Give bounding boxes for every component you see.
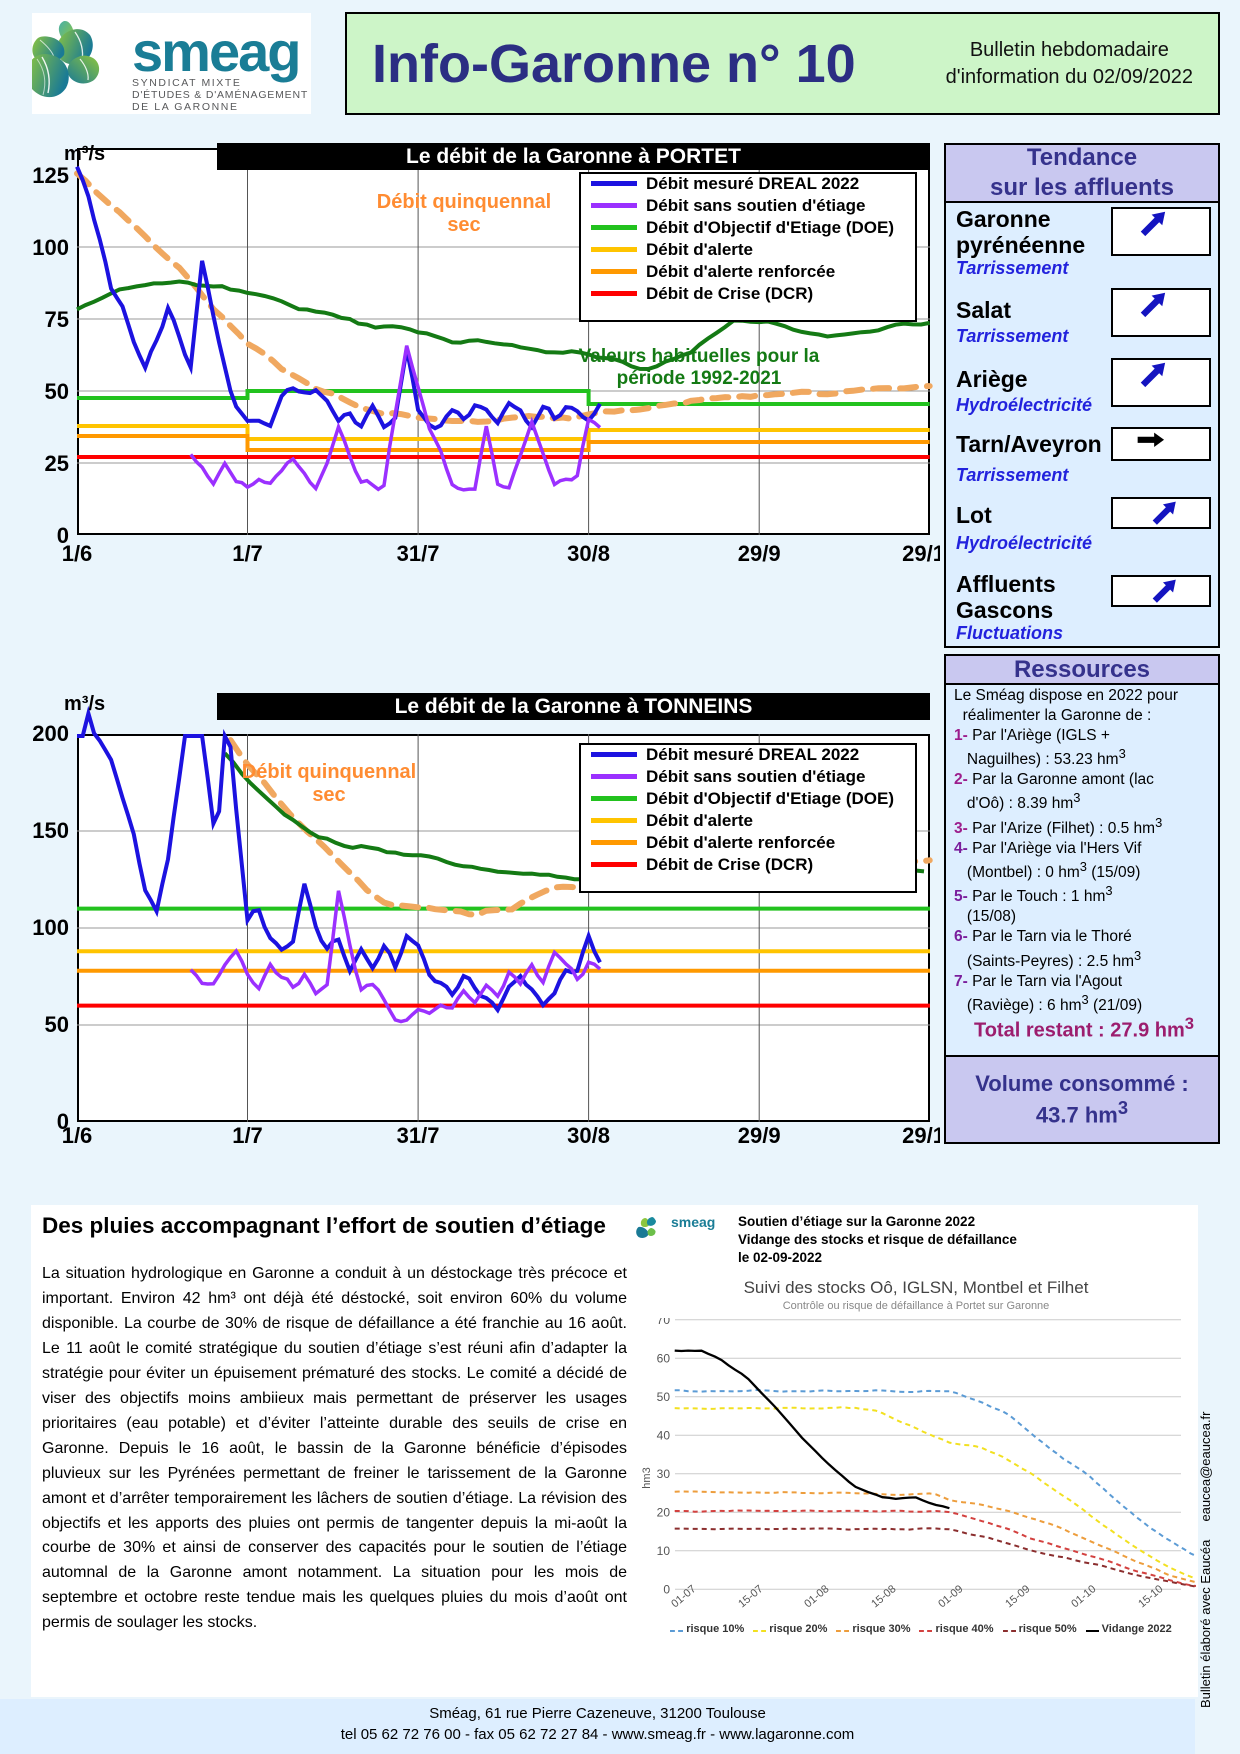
svg-text:50: 50 [45,1012,69,1037]
svg-text:50: 50 [45,379,69,404]
svg-text:100: 100 [32,915,69,940]
svg-text:40: 40 [657,1429,671,1443]
svg-text:01-07: 01-07 [669,1583,698,1610]
svg-text:125: 125 [32,163,69,188]
svg-text:31/7: 31/7 [397,1123,440,1143]
svg-text:20: 20 [657,1506,671,1520]
svg-text:SYNDICAT MIXTE: SYNDICAT MIXTE [132,77,242,89]
svg-text:15-08: 15-08 [869,1583,898,1610]
svg-text:1/7: 1/7 [232,1123,263,1143]
svg-text:200: 200 [32,721,69,746]
svg-text:25: 25 [45,451,69,476]
svg-text:DE LA GARONNE: DE LA GARONNE [132,101,239,113]
svg-text:75: 75 [45,307,69,332]
svg-text:smeag: smeag [132,20,299,83]
svg-text:15-09: 15-09 [1003,1583,1032,1610]
svg-text:30/8: 30/8 [567,541,610,566]
svg-text:01-08: 01-08 [802,1583,831,1610]
svg-text:0: 0 [663,1583,670,1597]
svg-text:29/10: 29/10 [902,1123,940,1143]
svg-text:15-07: 15-07 [736,1583,765,1610]
svg-text:10: 10 [657,1544,671,1558]
svg-text:70: 70 [657,1318,671,1327]
svg-text:1/7: 1/7 [232,541,263,566]
svg-text:hm3: hm3 [641,1467,653,1488]
svg-text:150: 150 [32,818,69,843]
svg-text:29/9: 29/9 [738,1123,781,1143]
svg-text:D'ÉTUDES & D'AMÉNAGEMENT: D'ÉTUDES & D'AMÉNAGEMENT [132,88,308,101]
svg-text:30: 30 [657,1467,671,1481]
svg-text:60: 60 [657,1352,671,1366]
svg-text:30/8: 30/8 [567,1123,610,1143]
svg-text:1/6: 1/6 [62,1123,93,1143]
svg-text:100: 100 [32,235,69,260]
svg-text:29/10: 29/10 [902,541,940,566]
svg-text:50: 50 [657,1390,671,1404]
svg-text:01-09: 01-09 [936,1583,965,1610]
svg-text:15-10: 15-10 [1136,1583,1165,1610]
svg-text:1/6: 1/6 [62,541,93,566]
svg-text:29/9: 29/9 [738,541,781,566]
svg-text:31/7: 31/7 [397,541,440,566]
svg-text:01-10: 01-10 [1069,1583,1098,1610]
